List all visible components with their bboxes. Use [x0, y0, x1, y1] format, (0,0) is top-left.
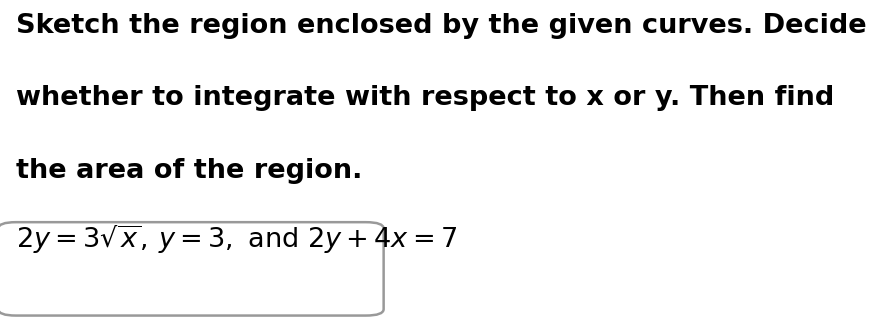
FancyBboxPatch shape	[0, 222, 384, 316]
Text: Sketch the region enclosed by the given curves. Decide: Sketch the region enclosed by the given …	[16, 13, 867, 39]
Text: $2y = 3\sqrt{x},\, y = 3, \text{ and } 2y + 4x = 7$: $2y = 3\sqrt{x},\, y = 3, \text{ and } 2…	[16, 222, 457, 256]
Text: whether to integrate with respect to x or y. Then find: whether to integrate with respect to x o…	[16, 85, 835, 111]
Text: the area of the region.: the area of the region.	[16, 158, 362, 184]
